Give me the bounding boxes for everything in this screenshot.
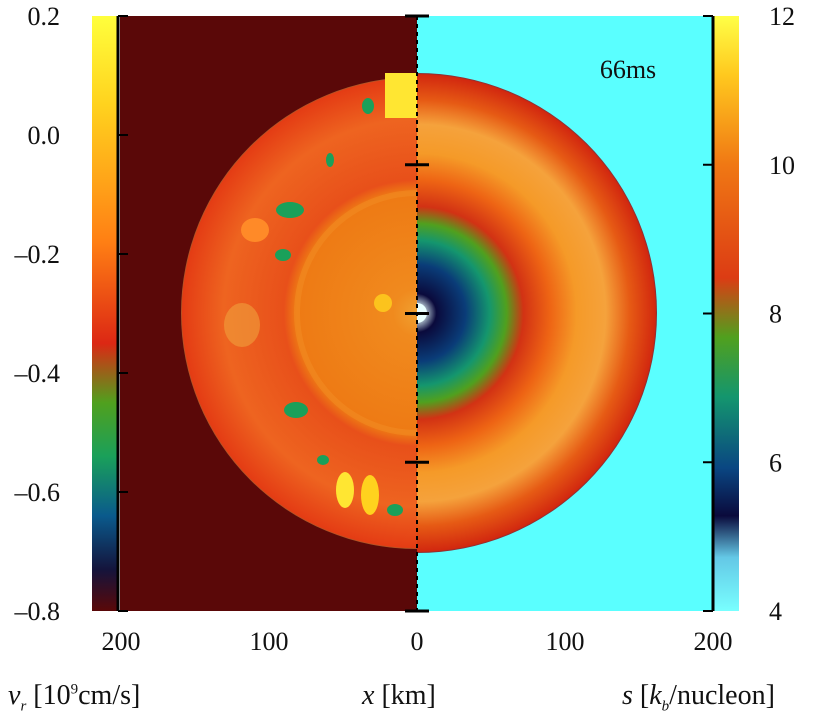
right-colorbar-tick-label: 10 (769, 151, 795, 180)
left-colorbar-tick-label: –0.6 (14, 478, 61, 507)
x-axis-tick-label: 100 (546, 627, 585, 656)
left-colorbar-ticks: 0.2 0.0 –0.2 –0.4 –0.6 –0.8 (14, 2, 128, 626)
right-colorbar-tick-label: 6 (769, 448, 782, 477)
right-colorbar-tick-label: 4 (769, 597, 782, 626)
left-colorbar-tick-label: 0.2 (28, 2, 61, 31)
right-colorbar-label: s [kb/nucleon] (622, 680, 775, 715)
left-plumes (224, 98, 403, 516)
time-annotation: 66ms (600, 55, 656, 84)
right-colorbar-tick-label: 12 (769, 2, 795, 31)
center-ticks (405, 14, 429, 613)
left-colorbar-tick-label: 0.0 (28, 121, 61, 150)
x-axis-tick-label: 0 (411, 627, 424, 656)
right-panel-entropy (417, 16, 713, 611)
right-colorbar (713, 16, 739, 611)
x-axis-label: x [km] (362, 680, 436, 711)
left-colorbar-tick-label: –0.4 (14, 359, 61, 388)
left-inner-boundary (294, 190, 417, 436)
x-axis-tick-label: 200 (102, 627, 141, 656)
left-panel-vr (120, 16, 417, 611)
x-axis-tick-label: 200 (694, 627, 733, 656)
x-axis-ticks: 200 100 0 100 200 (102, 627, 733, 656)
left-colorbar-tick-label: –0.8 (14, 597, 61, 626)
x-axis-tick-label: 100 (250, 627, 289, 656)
right-shock-disk (417, 73, 657, 553)
left-colorbar (92, 16, 118, 611)
left-top-hotspot (385, 73, 417, 118)
left-colorbar-tick-label: –0.2 (14, 240, 61, 269)
right-colorbar-tick-label: 8 (769, 300, 782, 329)
left-colorbar-label: vr [109cm/s] (8, 680, 141, 715)
right-colorbar-ticks: 12 10 8 6 4 (703, 2, 795, 626)
